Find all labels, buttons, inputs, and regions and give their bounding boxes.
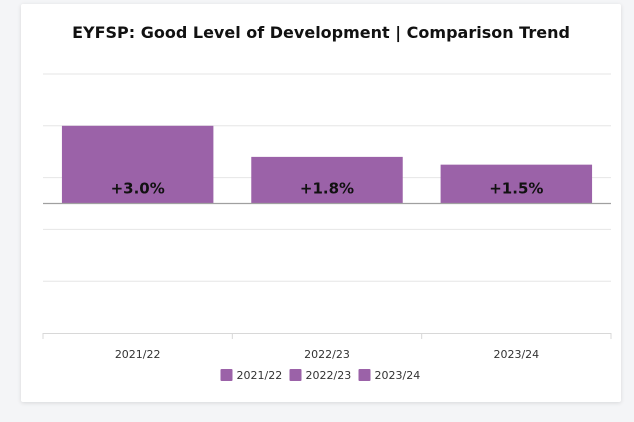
data-label: +1.5% [489, 180, 543, 198]
legend-item[interactable]: 2021/22 [220, 369, 283, 382]
legend-swatch [220, 369, 233, 381]
x-tick-label: 2021/22 [115, 348, 161, 361]
bars [61, 125, 593, 204]
x-axis: 2021/22 2022/23 2023/24 [42, 202, 612, 361]
data-labels: +3.0% +1.8% +1.5% [111, 180, 544, 198]
chart-card: EYFSP: Good Level of Development | Compa… [21, 4, 621, 402]
chart-title: EYFSP: Good Level of Development | Compa… [72, 23, 570, 43]
legend-label: 2023/24 [375, 369, 421, 382]
bar-2021-22 [61, 125, 214, 204]
x-tick-label: 2023/24 [493, 348, 539, 361]
data-label: +3.0% [111, 180, 165, 198]
bar-2022-23 [251, 156, 403, 204]
data-label: +1.8% [300, 180, 354, 198]
legend-item[interactable]: 2022/23 [289, 369, 352, 382]
chart-svg: EYFSP: Good Level of Development | Compa… [42, 23, 612, 382]
legend-swatch [358, 369, 371, 381]
legend-swatch [289, 369, 302, 381]
legend-label: 2021/22 [237, 369, 283, 382]
legend-label: 2022/23 [306, 369, 352, 382]
x-tick-label: 2022/23 [304, 348, 350, 361]
legend-item[interactable]: 2023/24 [358, 369, 421, 382]
bar-2023-24 [440, 164, 593, 204]
legend: 2021/22 2022/23 2023/24 [220, 369, 421, 382]
